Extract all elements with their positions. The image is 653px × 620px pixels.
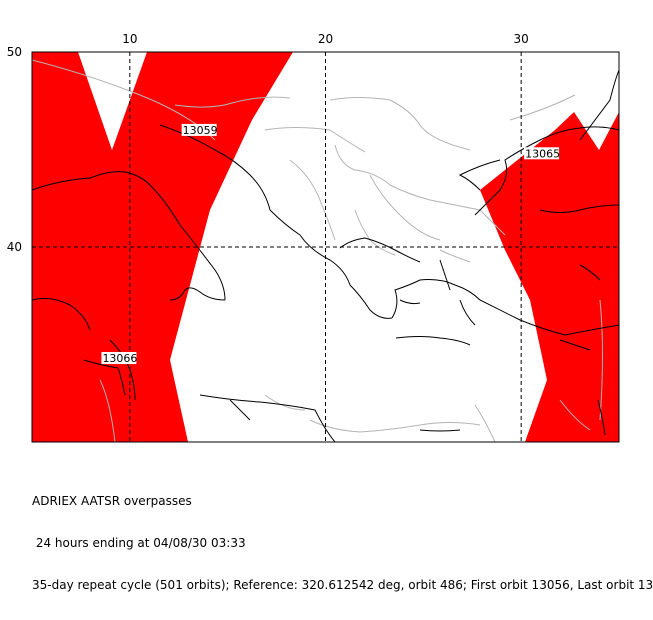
swath-left — [32, 52, 293, 442]
lon-tick-labels: 10 20 30 — [122, 32, 529, 46]
graticule — [32, 52, 619, 442]
map-caption: ADRIEX AATSR overpasses 24 hours ending … — [32, 466, 653, 620]
orbit-number: 13065 — [525, 147, 560, 160]
orbit-labels: 13059 13065 13066 — [101, 124, 560, 365]
orbit-label: 13066 — [101, 352, 137, 365]
lon-tick-label: 10 — [122, 32, 137, 46]
orbit-label: 13059 — [181, 123, 218, 137]
orbit-number: 13059 — [183, 124, 218, 137]
lon-tick-label: 30 — [514, 32, 529, 46]
lon-tick-label: 20 — [318, 32, 333, 46]
orbit-number: 13066 — [102, 352, 137, 365]
lat-tick-label: 40 — [7, 240, 22, 254]
orbit-label: 13065 — [524, 147, 560, 160]
caption-orbit-info: 35-day repeat cycle (501 orbits); Refere… — [32, 578, 653, 592]
map-canvas: 10 20 30 50 40 13059 13065 13066 — [7, 32, 620, 443]
map-frame — [31, 51, 620, 443]
orbit-label-box — [101, 352, 137, 365]
orbit-label-box — [181, 123, 217, 136]
orbit-label-box — [524, 147, 560, 160]
overpass-map: 10 20 30 50 40 13059 13065 13066 ADRIEX AATSR… — [7, 32, 653, 592]
lat-tick-labels: 50 40 — [7, 45, 22, 254]
caption-title: ADRIEX AATSR overpasses — [32, 494, 192, 508]
lat-tick-label: 50 — [7, 45, 22, 59]
coastlines — [32, 69, 619, 442]
caption-period: 24 hours ending at 04/08/30 03:33 — [32, 536, 246, 550]
